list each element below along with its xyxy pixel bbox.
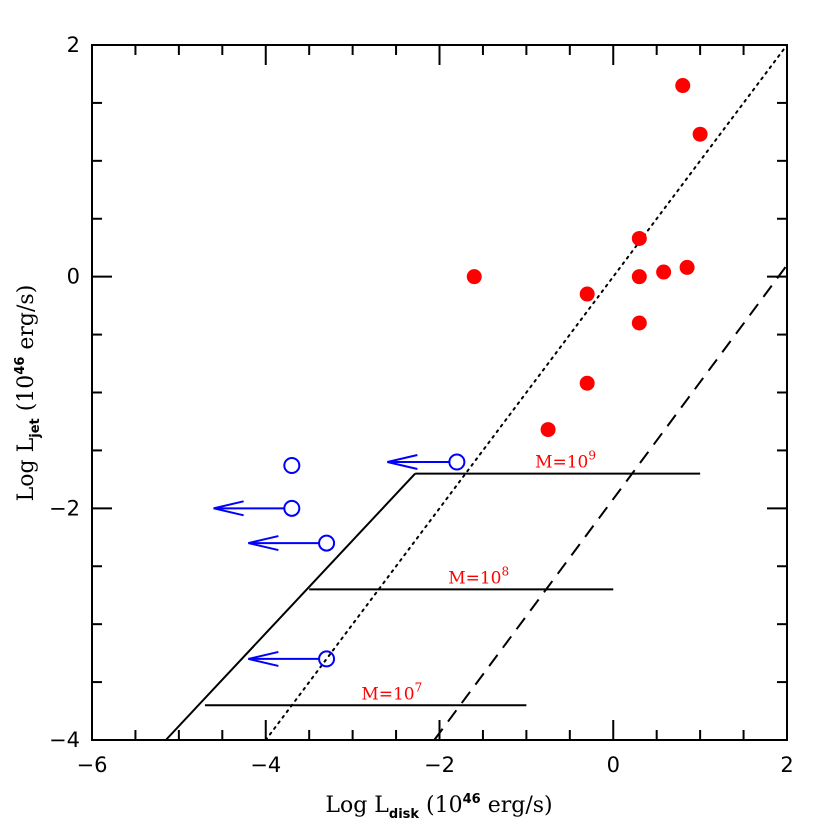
- detection-point: [631, 315, 647, 331]
- y-tick-label: 0: [67, 265, 80, 289]
- solid-diagonal-line: [165, 472, 416, 741]
- x-tick-label: −4: [250, 753, 281, 777]
- mass-label-exponent: 9: [588, 449, 596, 463]
- detection-point: [540, 422, 556, 438]
- x-tick-label: −2: [424, 753, 455, 777]
- x-axis-title: Log Ldisk (1046 erg/s): [325, 792, 552, 822]
- upper-limit-point: [448, 453, 466, 471]
- plot-frame: [91, 44, 788, 741]
- data-points: [213, 78, 708, 668]
- detection-point: [631, 269, 647, 285]
- detection-point: [579, 375, 595, 391]
- detection-point: [656, 264, 672, 280]
- y-tick-label: −4: [49, 728, 80, 752]
- detection-point: [579, 286, 595, 302]
- mass-label-base: M=10: [535, 453, 588, 473]
- mass-label: M=109: [535, 449, 596, 473]
- mass-label-base: M=10: [448, 568, 501, 588]
- mass-label-exponent: 8: [501, 564, 509, 578]
- detection-point: [692, 126, 708, 142]
- upper-limit-point: [283, 456, 301, 474]
- dashed-line: [433, 264, 788, 741]
- detection-point: [466, 269, 482, 285]
- dotted-line: [264, 44, 788, 741]
- x-tick-label: −6: [77, 753, 108, 777]
- upper-limit-arrow-head: [248, 650, 279, 667]
- detection-point: [631, 230, 647, 246]
- x-tick-label: 2: [780, 753, 793, 777]
- upper-limit-arrow-head: [248, 535, 279, 552]
- mass-label: M=108: [448, 564, 509, 588]
- upper-limit-arrow-head: [213, 500, 244, 517]
- upper-limit-arrow-head: [387, 454, 418, 470]
- axis-ticks: −6 −4 −2 0 2−4−202: [49, 33, 794, 777]
- y-tick-label: 2: [67, 33, 80, 57]
- reference-lines: [165, 44, 788, 741]
- mass-label-base: M=10: [361, 684, 414, 704]
- y-axis-title: Log Ljet (1046 erg/s): [13, 285, 43, 502]
- mass-label: M=107: [361, 680, 422, 704]
- mass-label-exponent: 7: [415, 680, 423, 694]
- upper-limit-point: [283, 499, 301, 517]
- x-tick-label: 0: [607, 753, 620, 777]
- y-tick-label: −2: [49, 496, 80, 520]
- detection-point: [675, 78, 691, 94]
- upper-limit-point: [318, 534, 336, 552]
- detection-point: [679, 259, 695, 275]
